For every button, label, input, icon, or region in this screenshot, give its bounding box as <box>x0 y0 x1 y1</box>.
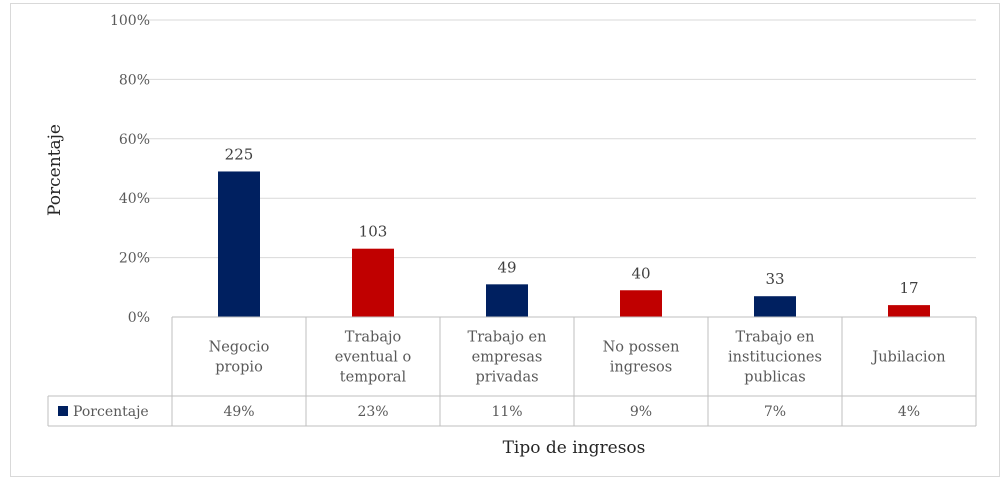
table-value: 7% <box>764 404 786 420</box>
bar <box>218 171 260 317</box>
category-label-line: Jubilacion <box>870 350 945 366</box>
category-label: No possen ingresos <box>603 340 680 376</box>
data-label: 225 <box>225 145 254 163</box>
data-label: 103 <box>359 223 388 241</box>
category-label-line: Trabajo en <box>468 330 547 346</box>
gridlines <box>143 19 976 259</box>
category-label-line: propio <box>215 360 263 376</box>
category-label-line: Trabajo <box>345 330 401 346</box>
data-label: 17 <box>899 279 918 297</box>
table-value: 49% <box>223 404 254 420</box>
y-axis-title: Porcentaje <box>45 124 65 216</box>
y-tick-label: 80% <box>119 72 150 88</box>
category-label-line: empresas <box>472 350 543 366</box>
category-label-line: ingresos <box>610 360 672 376</box>
bar <box>486 284 528 317</box>
bars <box>218 171 930 317</box>
category-label-line: No possen <box>603 340 680 356</box>
data-label: 40 <box>631 264 650 282</box>
category-label-line: eventual o <box>335 350 411 366</box>
x-axis-title: Tipo de ingresos <box>503 438 646 458</box>
series-name: Porcentaje <box>73 404 149 420</box>
table-value: 9% <box>630 404 652 420</box>
category-label: Trabajo en instituciones publicas <box>728 330 822 386</box>
bar <box>888 305 930 317</box>
bar <box>620 290 662 317</box>
y-tick-label: 60% <box>119 132 150 148</box>
category-label-line: Trabajo en <box>736 330 815 346</box>
y-tick-label: 40% <box>119 191 150 207</box>
category-label-line: privadas <box>475 370 538 386</box>
bar <box>352 248 394 317</box>
bar <box>754 296 796 317</box>
y-tick-label: 0% <box>128 310 150 326</box>
y-tick-label: 20% <box>119 251 150 267</box>
data-label: 33 <box>765 270 784 288</box>
table-value: 11% <box>491 404 522 420</box>
category-label: Trabajo eventual o temporal <box>335 330 411 386</box>
category-label: Jubilacion <box>870 350 945 366</box>
y-tick-label: 100% <box>110 13 150 29</box>
data-labels: 225 103 49 40 33 17 <box>225 145 919 297</box>
category-label: Negocio propio <box>209 340 270 376</box>
category-label-line: publicas <box>744 370 805 386</box>
legend-key <box>58 406 68 416</box>
category-label-line: temporal <box>340 370 407 386</box>
table-value: 4% <box>898 404 920 420</box>
category-label: Trabajo en empresas privadas <box>468 330 547 386</box>
data-label: 49 <box>497 258 516 276</box>
table-value: 23% <box>357 404 388 420</box>
category-label-line: Negocio <box>209 340 270 356</box>
category-label-line: instituciones <box>728 350 822 366</box>
y-axis-ticks: 0% 20% 40% 60% 80% 100% <box>110 13 150 326</box>
chart-frame <box>10 3 1000 477</box>
